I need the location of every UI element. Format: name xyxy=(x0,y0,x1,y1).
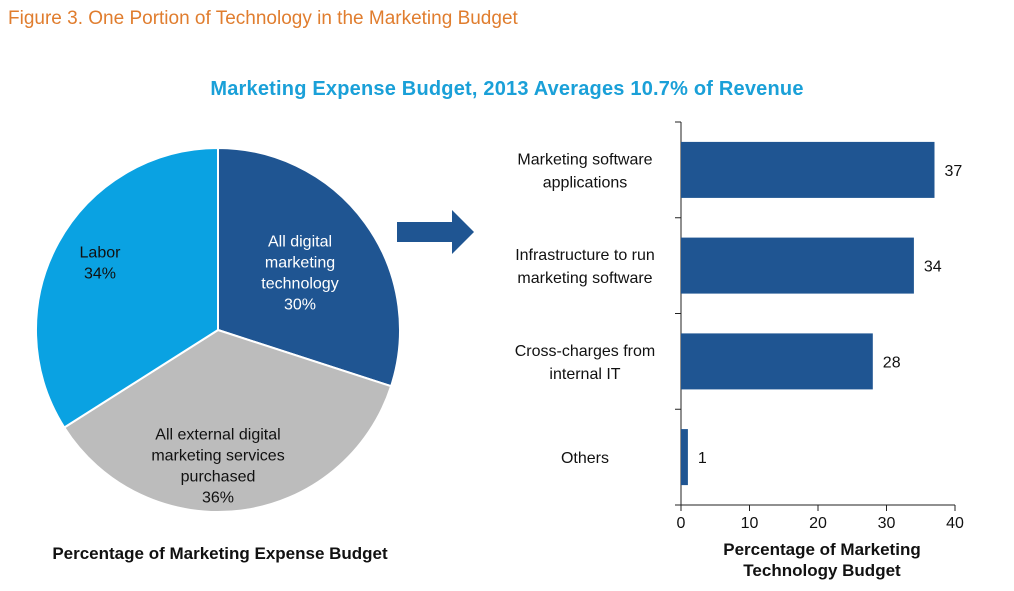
category-label-marketing-software-applications: Marketing software applications xyxy=(517,151,652,191)
x-tick-label: 10 xyxy=(741,515,759,532)
x-tick-label: 40 xyxy=(946,515,964,532)
bar-chart: 37 Marketing software applications 34 Infras… xyxy=(515,121,964,580)
bar-value-label: 1 xyxy=(698,450,707,467)
pie-slice-labor xyxy=(35,146,219,429)
pie-label-all-external-digital-marketing-services-purchased: All external digital marketing services pu… xyxy=(151,427,284,507)
x-tick-label: 20 xyxy=(809,515,827,532)
bar-cross-charges-from-internal-it xyxy=(681,333,873,390)
chart-main-title: Marketing Expense Budget, 2013 Averages … xyxy=(210,78,804,100)
category-label-cross-charges-from-internal-it: Cross-charges from internal IT xyxy=(515,343,655,383)
bar-value-label: 28 xyxy=(883,354,901,371)
pie-chart: All digital marketing technology 30% All ext… xyxy=(35,146,401,513)
pie-chart-xlabel: Percentage of Marketing Expense Budget xyxy=(52,544,388,563)
category-label-others: Others xyxy=(561,450,609,467)
bar-infrastructure-to-run-marketing-software xyxy=(681,237,914,294)
bar-value-label: 37 xyxy=(945,163,963,180)
pie-label-labor: Labor 34% xyxy=(80,245,122,283)
category-label-infrastructure-to-run-marketing-software: Infrastructure to run marketing software xyxy=(515,247,655,287)
x-tick-label: 0 xyxy=(677,515,686,532)
figure-title: Figure 3. One Portion of Technology in t… xyxy=(8,8,518,29)
bar-marketing-software-applications xyxy=(681,141,935,198)
pie-slice-all-digital-marketing-technology xyxy=(217,146,401,388)
pie-slice-all-external-digital-marketing-services-purchased xyxy=(62,328,393,513)
bar-others xyxy=(681,429,688,486)
bar-value-label: 34 xyxy=(924,259,942,276)
pie-label-all-digital-marketing-technology: All digital marketing technology 30% xyxy=(261,234,338,314)
arrow-icon xyxy=(397,210,474,254)
x-tick-label: 30 xyxy=(878,515,896,532)
bar-chart-xlabel: Percentage of Marketing Technology Budget xyxy=(723,540,920,580)
